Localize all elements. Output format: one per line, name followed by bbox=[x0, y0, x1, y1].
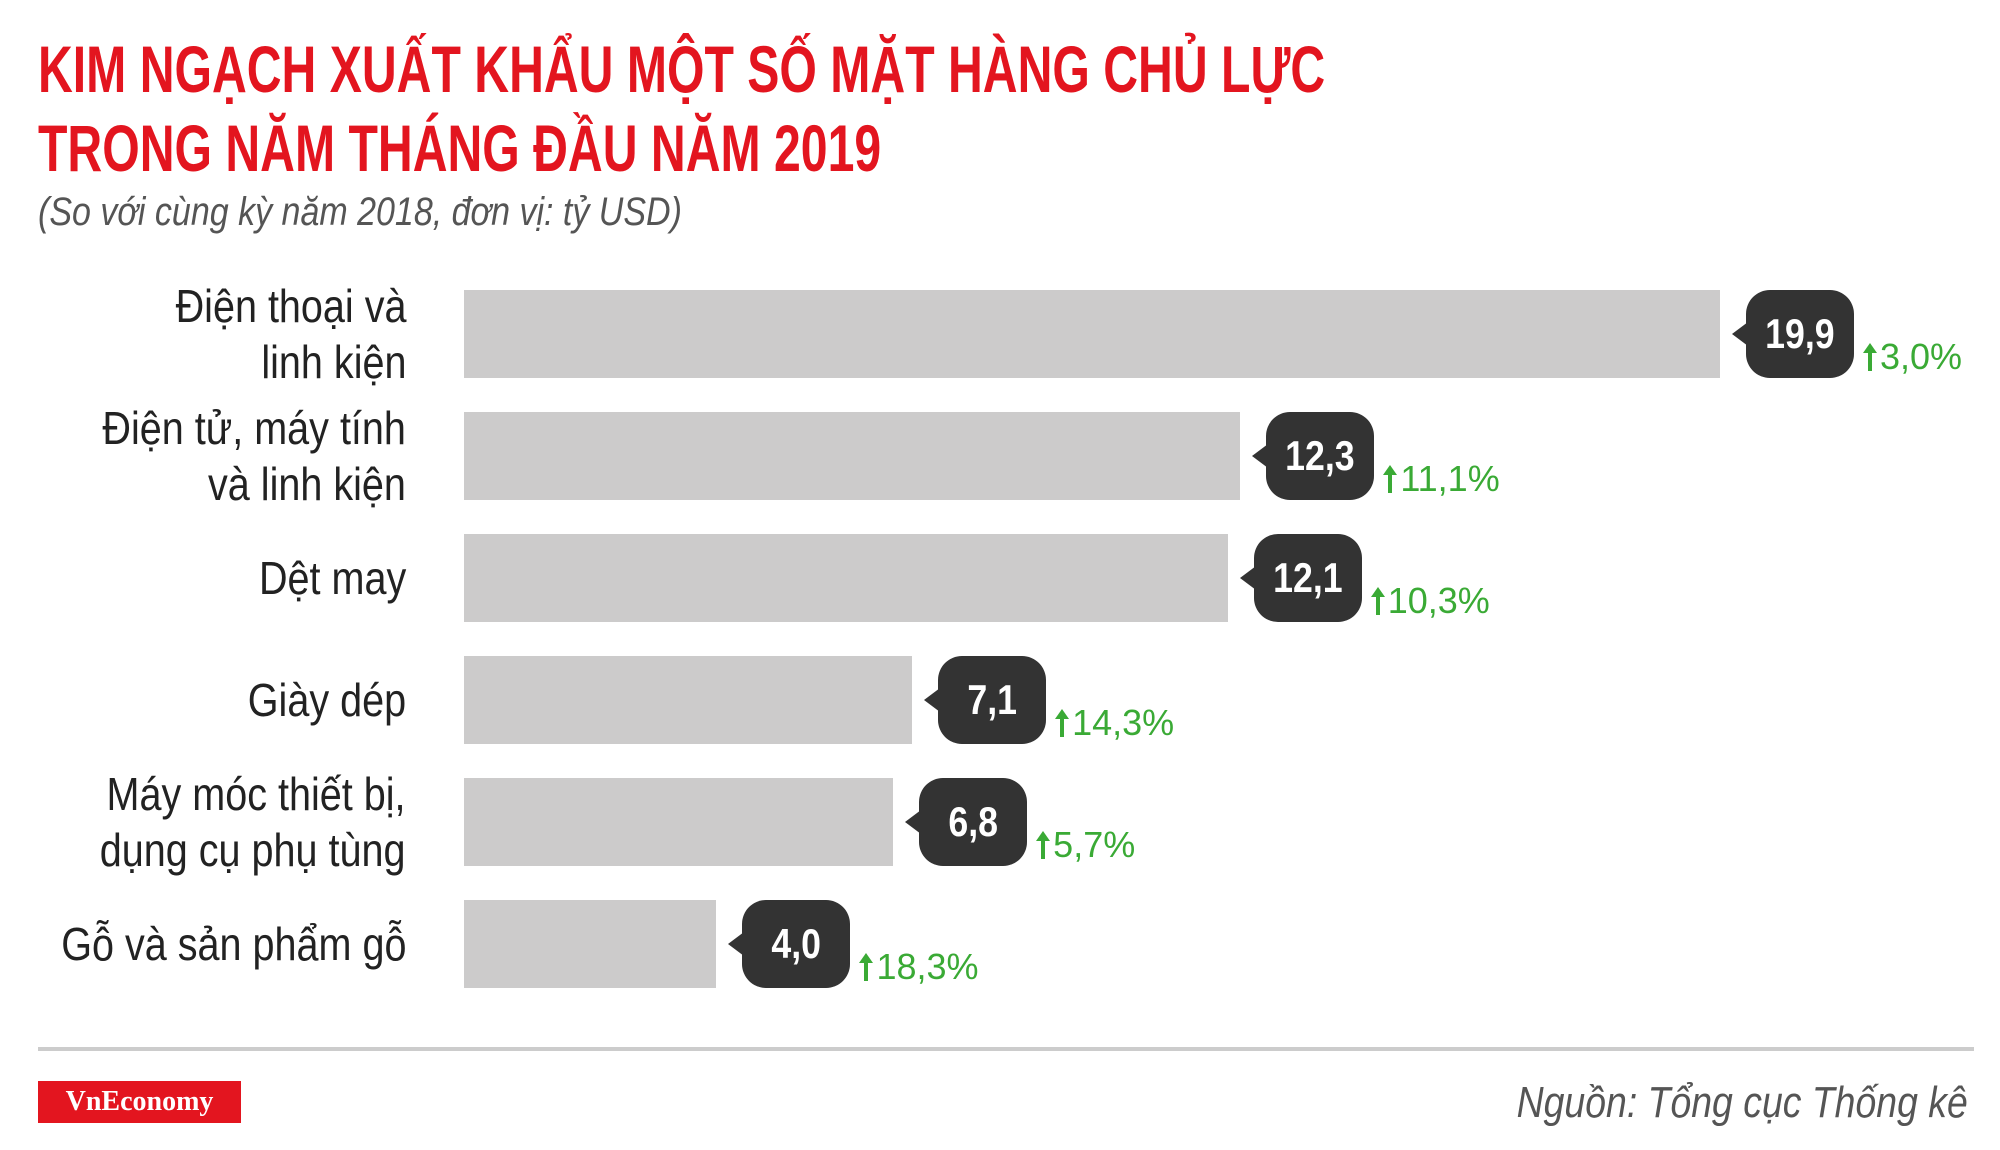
growth-value: 5,7% bbox=[1053, 824, 1136, 865]
value-bubble: 19,9 bbox=[1732, 290, 1854, 378]
bar bbox=[464, 778, 894, 866]
value-label: 19,9 bbox=[1765, 310, 1835, 357]
chart-subtitle: (So với cùng kỳ năm 2018, đơn vị: tỷ USD… bbox=[38, 190, 682, 234]
up-arrow bbox=[1055, 709, 1070, 737]
logo: VnEconomy bbox=[38, 1081, 241, 1123]
up-arrow bbox=[1863, 343, 1877, 371]
bar bbox=[464, 412, 1241, 500]
category-label: Máy móc thiết bị, dụng cụ phụ tùng bbox=[100, 767, 406, 876]
value-bubble: 6,8 bbox=[905, 778, 1028, 866]
bar bbox=[464, 534, 1228, 622]
bar bbox=[464, 656, 913, 744]
category-label: Điện tử, máy tính và linh kiện bbox=[102, 401, 406, 510]
chart-title: KIM NGẠCH XUẤT KHẨU MỘT SỐ MẶT HÀNG CHỦ … bbox=[38, 32, 1326, 106]
growth-value: 3,0% bbox=[1880, 336, 1963, 377]
up-arrow bbox=[1383, 465, 1398, 493]
growth-label: 10,3% bbox=[1370, 580, 1490, 622]
value-label: 6,8 bbox=[948, 798, 998, 845]
value-bubble: 12,1 bbox=[1239, 534, 1362, 622]
value-label: 7,1 bbox=[967, 676, 1017, 723]
up-arrow bbox=[859, 953, 874, 981]
category-label: Điện thoại và linh kiện bbox=[175, 279, 406, 388]
divider bbox=[38, 1047, 1974, 1051]
category-label: Dệt may bbox=[258, 551, 406, 604]
growth-value: 14,3% bbox=[1072, 702, 1175, 743]
value-bubble: 12,3 bbox=[1252, 412, 1375, 500]
category-label: Gỗ và sản phẩm gỗ bbox=[60, 917, 406, 970]
value-bubble: 4,0 bbox=[728, 900, 851, 988]
value-label: 12,1 bbox=[1272, 554, 1343, 601]
value-bubble: 7,1 bbox=[924, 656, 1047, 744]
growth-label: 11,1% bbox=[1382, 458, 1500, 500]
growth-value: 10,3% bbox=[1387, 580, 1490, 621]
chart-title: TRONG NĂM THÁNG ĐẦU NĂM 2019 bbox=[38, 111, 882, 185]
growth-value: 18,3% bbox=[876, 946, 979, 987]
bar bbox=[464, 900, 717, 988]
bar bbox=[464, 290, 1720, 378]
growth-label: 5,7% bbox=[1035, 824, 1135, 866]
growth-label: 14,3% bbox=[1054, 702, 1174, 744]
growth-label: 3,0% bbox=[1862, 336, 1962, 378]
category-label: Giày dép bbox=[247, 673, 406, 726]
up-arrow bbox=[1370, 587, 1385, 615]
up-arrow bbox=[1036, 831, 1051, 859]
value-label: 12,3 bbox=[1285, 432, 1356, 479]
growth-value: 11,1% bbox=[1400, 458, 1500, 499]
source-note: Nguồn: Tổng cục Thống kê bbox=[1516, 1078, 1968, 1127]
growth-label: 18,3% bbox=[858, 946, 979, 988]
value-label: 4,0 bbox=[771, 920, 822, 967]
